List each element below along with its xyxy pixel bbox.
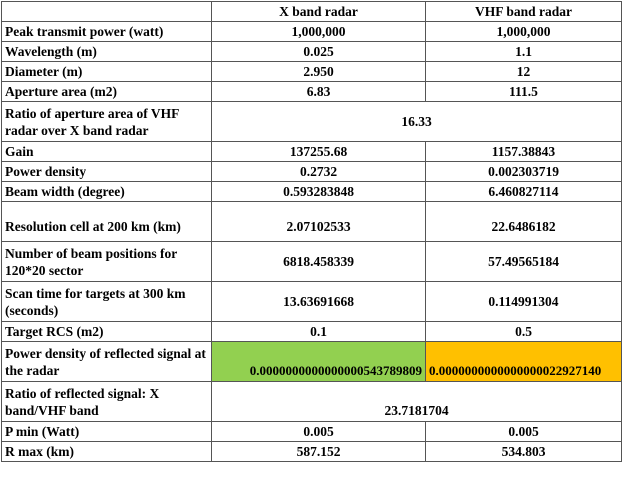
- x-band-value: 0.2732: [211, 161, 426, 182]
- header-x-band: X band radar: [211, 1, 426, 22]
- table-row: Target RCS (m2) 0.1 0.5: [1, 321, 622, 342]
- table-row: Scan time for targets at 300 km (seconds…: [1, 281, 622, 322]
- row-label: Wavelength (m): [1, 41, 212, 62]
- x-band-reflected-value: 0.0000000000000000543789809: [211, 341, 426, 382]
- x-band-value: 0.005: [211, 421, 426, 442]
- vhf-band-value: 1157.38843: [425, 141, 622, 162]
- table-row: Diameter (m) 2.950 12: [1, 61, 622, 82]
- vhf-band-value: 12: [425, 61, 622, 82]
- row-label: Target RCS (m2): [1, 321, 212, 342]
- table-row: Wavelength (m) 0.025 1.1: [1, 41, 622, 62]
- row-label: Power density of reflected signal at the…: [1, 341, 212, 382]
- vhf-band-value: 6.460827114: [425, 181, 622, 202]
- x-band-value: 2.07102533: [211, 201, 426, 242]
- x-band-value: 6.83: [211, 81, 426, 102]
- header-vhf-band: VHF band radar: [425, 1, 622, 22]
- radar-comparison-table: X band radar VHF band radar Peak transmi…: [1, 1, 622, 462]
- merged-value: 23.7181704: [211, 381, 622, 422]
- table-row: Resolution cell at 200 km (km) 2.0710253…: [1, 201, 622, 242]
- x-band-value: 2.950: [211, 61, 426, 82]
- table-row: Power density of reflected signal at the…: [1, 341, 622, 382]
- row-label: Number of beam positions for 120*20 sect…: [1, 241, 212, 282]
- row-label: P min (Watt): [1, 421, 212, 442]
- x-band-value: 0.025: [211, 41, 426, 62]
- vhf-band-value: 1,000,000: [425, 21, 622, 42]
- row-label: Beam width (degree): [1, 181, 212, 202]
- row-label: Power density: [1, 161, 212, 182]
- row-label: Scan time for targets at 300 km (seconds…: [1, 281, 212, 322]
- row-label: Resolution cell at 200 km (km): [1, 201, 212, 242]
- table-row: Beam width (degree) 0.593283848 6.460827…: [1, 181, 622, 202]
- row-label: Gain: [1, 141, 212, 162]
- row-label: R max (km): [1, 441, 212, 462]
- header-row: X band radar VHF band radar: [1, 1, 622, 22]
- x-band-value: 587.152: [211, 441, 426, 462]
- row-label: Ratio of reflected signal: X band/VHF ba…: [1, 381, 212, 422]
- corner-cell: [1, 1, 212, 22]
- row-label: Aperture area (m2): [1, 81, 212, 102]
- vhf-band-value: 111.5: [425, 81, 622, 102]
- row-label: Ratio of aperture area of VHF radar over…: [1, 101, 212, 142]
- table-row: R max (km) 587.152 534.803: [1, 441, 622, 462]
- x-band-value: 137255.68: [211, 141, 426, 162]
- table-row: Aperture area (m2) 6.83 111.5: [1, 81, 622, 102]
- vhf-band-value: 0.005: [425, 421, 622, 442]
- x-band-value: 0.1: [211, 321, 426, 342]
- vhf-band-value: 0.114991304: [425, 281, 622, 322]
- vhf-band-value: 1.1: [425, 41, 622, 62]
- table-row: Gain 137255.68 1157.38843: [1, 141, 622, 162]
- vhf-band-value: 0.002303719: [425, 161, 622, 182]
- x-band-value: 0.593283848: [211, 181, 426, 202]
- table-row: Peak transmit power (watt) 1,000,000 1,0…: [1, 21, 622, 42]
- table-row: Ratio of reflected signal: X band/VHF ba…: [1, 381, 622, 422]
- merged-value: 16.33: [211, 101, 622, 142]
- table-row: Power density 0.2732 0.002303719: [1, 161, 622, 182]
- row-label: Peak transmit power (watt): [1, 21, 212, 42]
- vhf-band-value: 57.49565184: [425, 241, 622, 282]
- vhf-band-reflected-value: 0.0000000000000000022927140: [425, 341, 622, 382]
- table-row: Ratio of aperture area of VHF radar over…: [1, 101, 622, 142]
- table-row: P min (Watt) 0.005 0.005: [1, 421, 622, 442]
- vhf-band-value: 534.803: [425, 441, 622, 462]
- vhf-band-value: 22.6486182: [425, 201, 622, 242]
- x-band-value: 6818.458339: [211, 241, 426, 282]
- row-label: Diameter (m): [1, 61, 212, 82]
- x-band-value: 13.63691668: [211, 281, 426, 322]
- table-row: Number of beam positions for 120*20 sect…: [1, 241, 622, 282]
- x-band-value: 1,000,000: [211, 21, 426, 42]
- vhf-band-value: 0.5: [425, 321, 622, 342]
